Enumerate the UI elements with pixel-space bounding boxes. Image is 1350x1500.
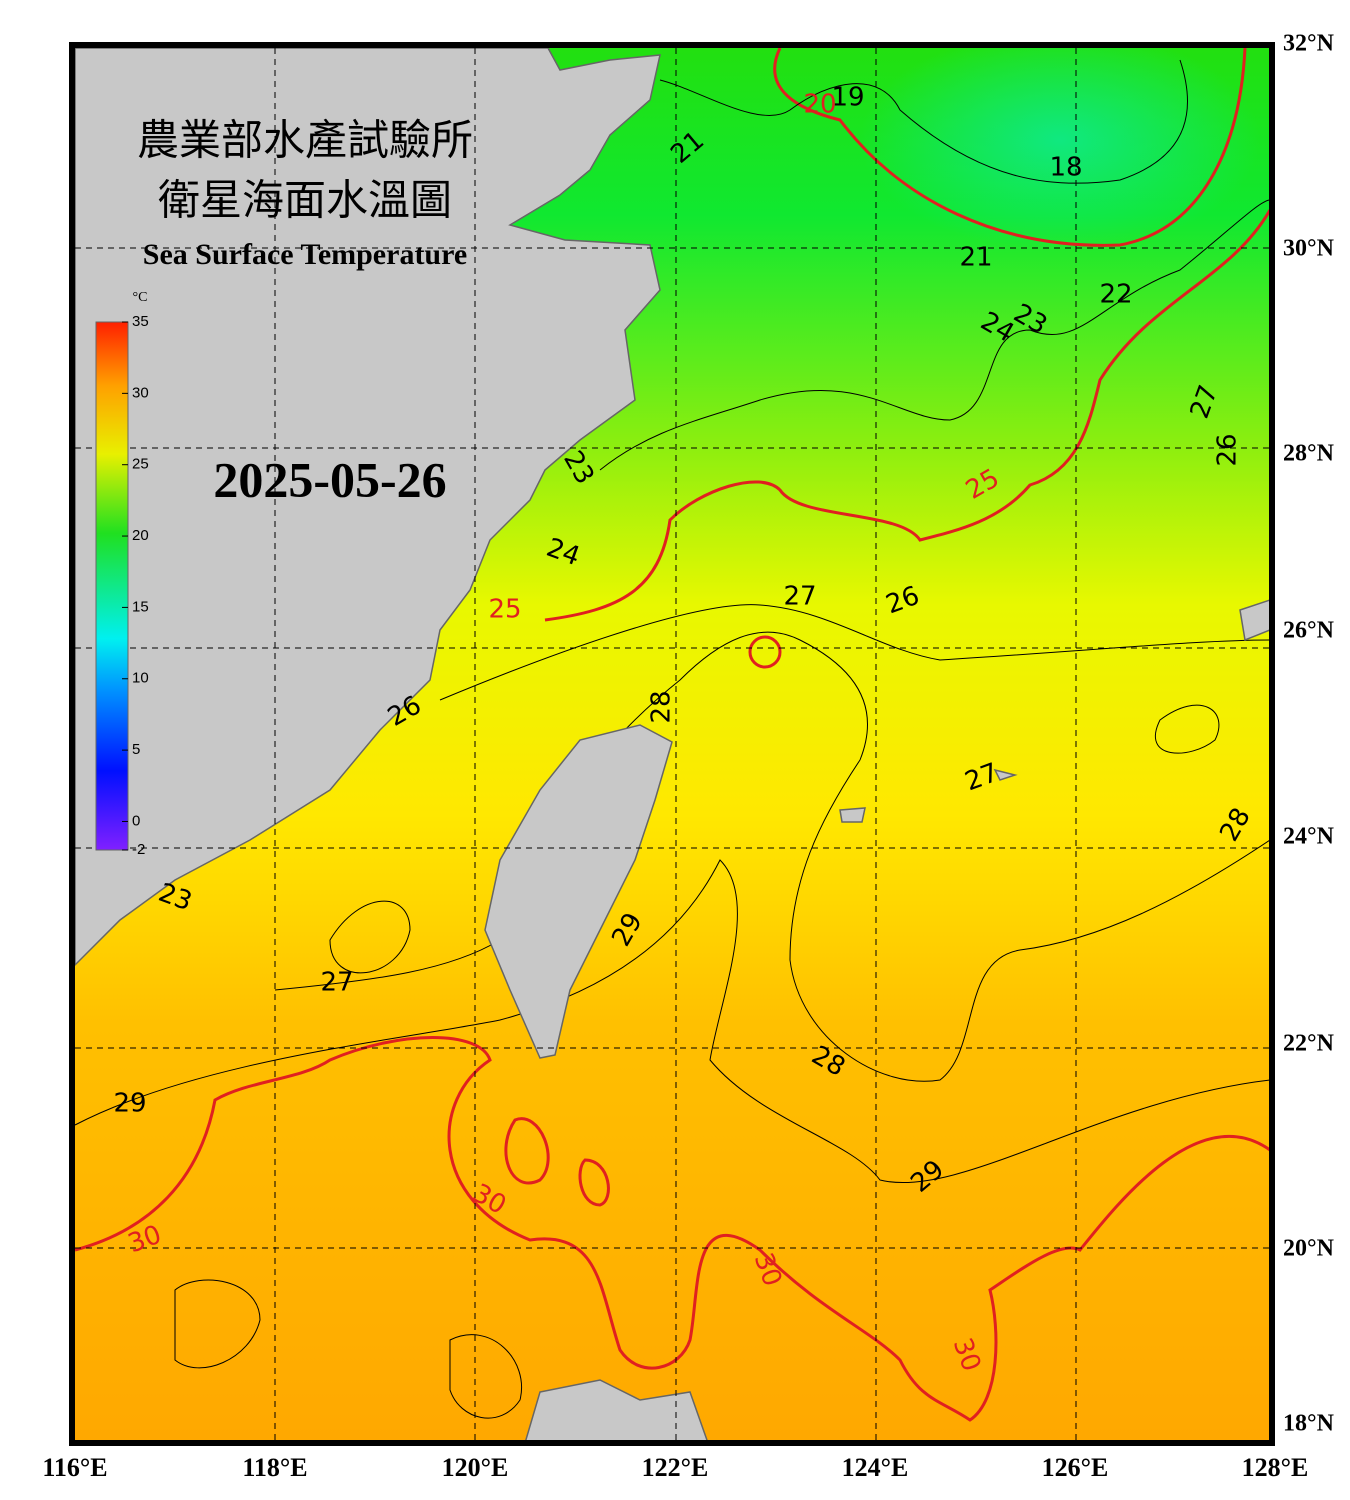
contour-label: 28 [647, 690, 677, 723]
lat-label: 30°N [1283, 236, 1335, 262]
colorbar-unit: °C [133, 290, 148, 305]
lat-label: 24°N [1283, 824, 1335, 850]
lon-label: 118°E [242, 1453, 307, 1482]
colorbar-tick-label: 10 [132, 670, 149, 687]
lat-label: 22°N [1283, 1031, 1335, 1057]
contour-label: 25 [488, 595, 521, 625]
land [75, 48, 1270, 1441]
contour-label: 22 [1099, 280, 1132, 310]
colorbar [95, 321, 129, 851]
lon-label: 120°E [442, 1453, 509, 1482]
contour-label: 18 [1049, 153, 1082, 183]
graticule [75, 48, 1270, 1441]
lat-label: 20°N [1283, 1236, 1335, 1262]
lon-label: 122°E [642, 1453, 709, 1482]
colorbar-tick-label: 20 [132, 527, 149, 544]
red-isotherms [75, 48, 1270, 1422]
colorbar-tick-label: 0 [132, 812, 140, 829]
lon-label: 128°E [1242, 1453, 1309, 1482]
colorbar-tick-label: 5 [132, 741, 140, 758]
lat-label: 26°N [1283, 618, 1335, 644]
title-en: Sea Surface Temperature [143, 238, 467, 271]
cold-water [860, 48, 1260, 250]
outer-labels: 116°E 118°E 120°E 122°E 124°E 126°E 128°E 32°N 3… [42, 31, 1334, 1482]
date: 2025-05-26 [213, 451, 446, 507]
lon-label: 124°E [842, 1453, 909, 1482]
lon-label: 116°E [42, 1453, 107, 1482]
lon-label: 126°E [1042, 1453, 1109, 1482]
colorbar-tick-label: 15 [132, 598, 149, 615]
contour-label: 29 [113, 1089, 146, 1119]
lat-label: 28°N [1283, 441, 1335, 467]
contour-label: 19 [831, 83, 864, 113]
contour-label: 27 [783, 582, 816, 612]
contour-label: 20 [803, 90, 836, 120]
colorbar-tick-label: 35 [132, 313, 149, 330]
contour-label: 26 [1213, 433, 1243, 466]
contour-label: 21 [959, 243, 992, 273]
contour-label: 27 [320, 968, 353, 998]
title-zh: 農業部水產試驗所 [137, 118, 473, 165]
frame [69, 42, 1275, 1446]
colorbar-tick-label: 30 [132, 384, 149, 401]
title-zh: 衛星海面水溫圖 [158, 179, 452, 225]
lat-label: 32°N [1283, 31, 1335, 57]
colorbar-tick-label: 25 [132, 456, 149, 473]
colorbar-tick-label: -2 [132, 841, 145, 858]
lat-label: 18°N [1283, 1411, 1335, 1437]
